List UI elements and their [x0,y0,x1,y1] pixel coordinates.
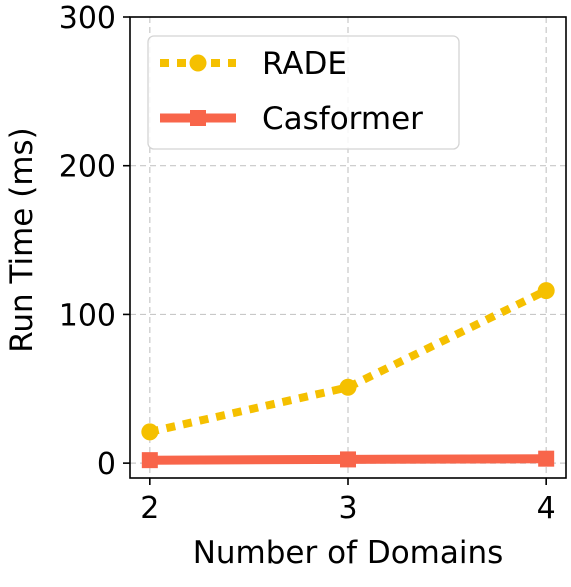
x-tick-label: 3 [338,491,357,526]
data-point-rade [537,282,555,300]
legend: RADE Casformer [147,35,460,150]
x-tick-label: 4 [537,491,556,526]
legend-marker [190,110,206,126]
legend-items: RADE Casformer [160,46,423,137]
series-rade [141,282,555,441]
y-axis-label: Run Time (ms) [4,127,40,353]
y-tick-label: 200 [59,150,116,185]
data-point-casformer [538,450,555,467]
data-point-rade [141,423,159,441]
data-point-casformer [141,452,158,469]
x-tick-label: 2 [140,491,159,526]
series-layer [141,282,555,469]
y-tick-label: 300 [59,1,116,36]
legend-entry-casformer: Casformer [160,101,423,137]
x-axis-label: Number of Domains [193,535,504,571]
legend-marker [189,54,207,72]
series-casformer [141,450,555,469]
data-point-rade [339,378,357,396]
y-tick-label: 100 [59,298,116,333]
legend-label: Casformer [262,101,423,137]
y-tick-label: 0 [97,447,116,482]
data-point-casformer [340,451,356,468]
legend-entry-rade: RADE [160,46,347,82]
legend-label: RADE [262,46,347,82]
ticks-layer: 2 3 4 0 100 200 300 [59,1,556,526]
